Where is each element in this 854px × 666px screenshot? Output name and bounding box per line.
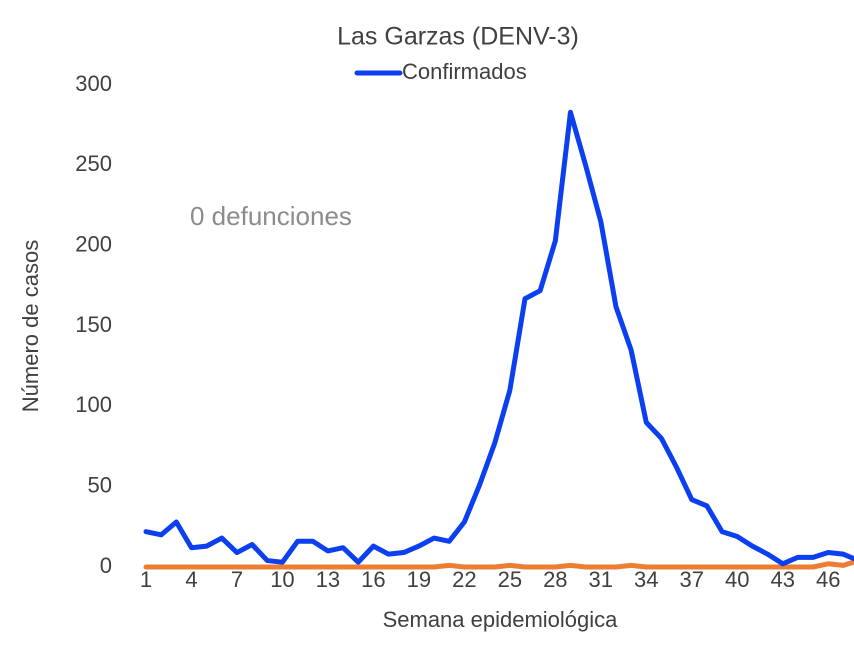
y-tick-label: 250 <box>75 151 112 176</box>
x-tick-label: 1 <box>140 567 152 592</box>
x-tick-label: 19 <box>407 567 431 592</box>
y-tick-label: 50 <box>88 472 112 497</box>
x-tick-label: 4 <box>185 567 197 592</box>
x-tick-label: 10 <box>270 567 294 592</box>
x-tick-label: 40 <box>725 567 749 592</box>
x-tick-label: 34 <box>634 567 658 592</box>
x-tick-label: 16 <box>361 567 385 592</box>
series-line <box>143 109 854 567</box>
x-tick-label: 46 <box>816 567 840 592</box>
x-tick-label: 28 <box>543 567 567 592</box>
y-tick-label: 0 <box>100 553 112 578</box>
x-tick-label: 22 <box>452 567 476 592</box>
x-tick-label: 43 <box>770 567 794 592</box>
annotation: 0 defunciones <box>190 201 352 231</box>
y-tick-label: 300 <box>75 71 112 96</box>
y-axis-label: Número de casos <box>18 240 43 412</box>
x-axis-label: Semana epidemiológica <box>383 607 619 632</box>
y-tick-label: 100 <box>75 392 112 417</box>
series-line <box>143 559 854 570</box>
y-tick-label: 200 <box>75 231 112 256</box>
x-tick-label: 7 <box>231 567 243 592</box>
x-tick-label: 37 <box>680 567 704 592</box>
x-tick-label: 13 <box>316 567 340 592</box>
y-tick-label: 150 <box>75 312 112 337</box>
x-tick-label: 25 <box>498 567 522 592</box>
chart-title: Las Garzas (DENV-3) <box>337 23 579 51</box>
legend-label: Confirmados <box>402 59 527 84</box>
x-tick-label: 31 <box>589 567 613 592</box>
